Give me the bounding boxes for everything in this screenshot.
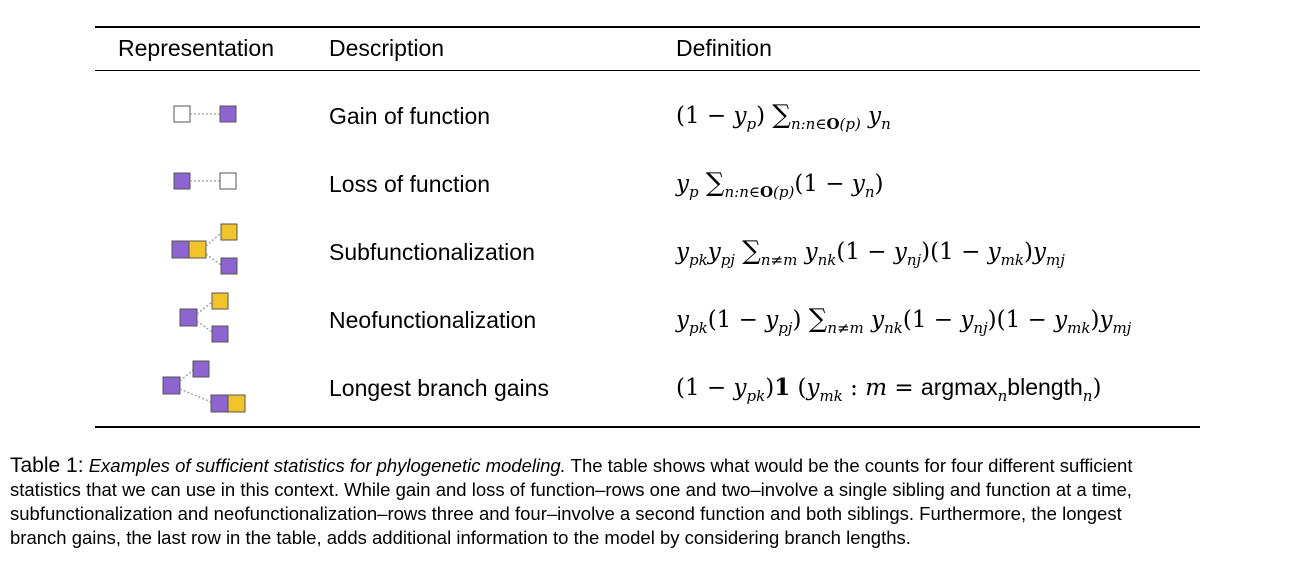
table-header-rule xyxy=(95,70,1200,71)
table-row: Neofunctionalization ypk(1 − ypj) ∑n≠m y… xyxy=(0,290,1303,350)
row-definition: yp ∑n:n∈O(p)(1 − yn) xyxy=(676,168,884,201)
table-caption: Table 1: Examples of sufficient statisti… xyxy=(10,454,1295,550)
neofunctionalization-diagram xyxy=(179,292,229,343)
caption-text-line-3: subfunctionalization and neofunctionaliz… xyxy=(10,503,1122,524)
caption-label: Table 1: xyxy=(10,454,84,477)
loss-of-function-diagram xyxy=(173,172,237,190)
caption-text-line-1: The table shows what would be the counts… xyxy=(570,455,1133,476)
header-description: Description xyxy=(329,35,445,61)
caption-title: Examples of sufficient statistics for ph… xyxy=(88,455,566,476)
table-bottom-rule xyxy=(95,426,1200,428)
table-row: Loss of function yp ∑n:n∈O(p)(1 − yn) xyxy=(0,154,1303,214)
table-row: Subfunctionalization ypkypj ∑n≠m ynk(1 −… xyxy=(0,222,1303,282)
row-definition: (1 − ypk)1 (ymk : m = argmaxnblengthn) xyxy=(676,374,1102,405)
row-description: Neofunctionalization xyxy=(329,307,537,333)
caption-text-line-2: statistics that we can use in this conte… xyxy=(10,479,1132,500)
header-definition: Definition xyxy=(676,35,772,61)
gain-of-function-diagram xyxy=(173,105,237,123)
subfunctionalization-diagram xyxy=(171,223,238,275)
table-top-rule xyxy=(95,26,1200,28)
header-representation: Representation xyxy=(118,35,274,61)
caption-text-line-4: branch gains, the last row in the table,… xyxy=(10,527,911,548)
row-description: Loss of function xyxy=(329,171,491,197)
row-description: Subfunctionalization xyxy=(329,239,535,265)
row-description: Gain of function xyxy=(329,103,491,129)
table-row: Gain of function (1 − yp) ∑n:n∈O(p) yn xyxy=(0,86,1303,146)
longest-branch-gains-diagram xyxy=(162,360,246,413)
table-row: Longest branch gains (1 − ypk)1 (ymk : m… xyxy=(0,358,1303,418)
row-definition: (1 − yp) ∑n:n∈O(p) yn xyxy=(676,100,891,133)
row-description: Longest branch gains xyxy=(329,375,549,401)
row-definition: ypk(1 − ypj) ∑n≠m ynk(1 − ynj)(1 − ymk)y… xyxy=(676,304,1132,337)
row-definition: ypkypj ∑n≠m ynk(1 − ynj)(1 − ymk)ymj xyxy=(676,236,1065,269)
